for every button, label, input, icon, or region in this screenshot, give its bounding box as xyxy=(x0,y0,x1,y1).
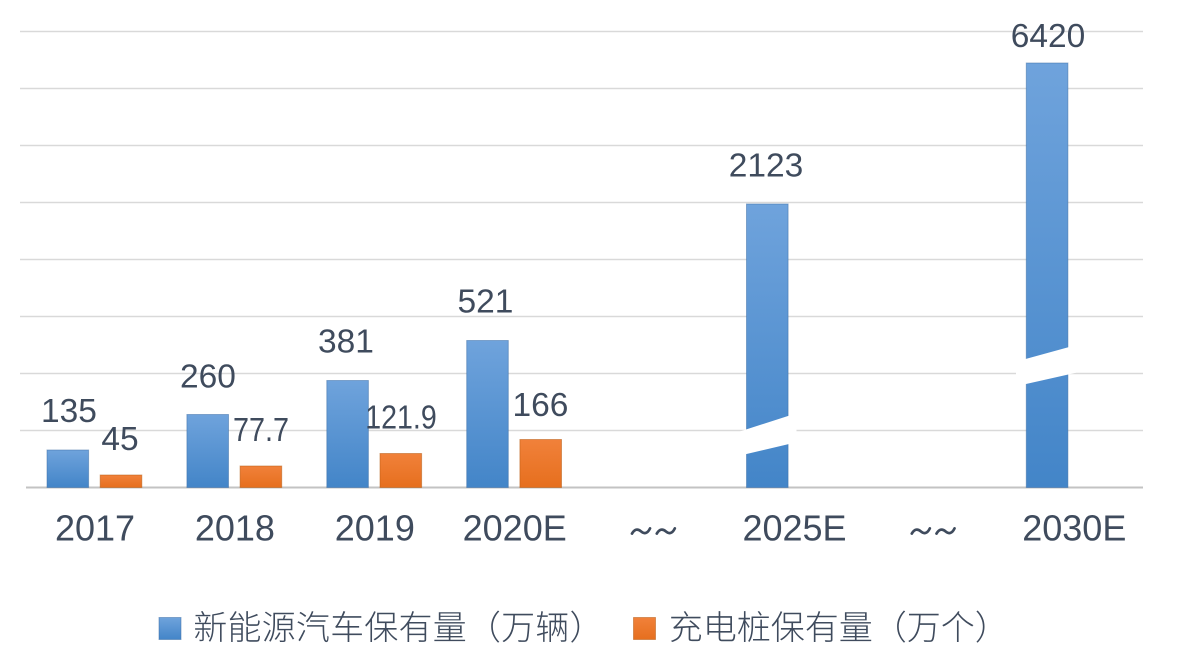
svg-text:2018: 2018 xyxy=(195,508,275,549)
svg-text:381: 381 xyxy=(318,323,374,360)
svg-text:260: 260 xyxy=(180,358,236,395)
svg-text:166: 166 xyxy=(513,387,569,424)
svg-text:2019: 2019 xyxy=(335,508,415,549)
svg-text:135: 135 xyxy=(41,393,97,430)
svg-text:2025E: 2025E xyxy=(742,508,846,549)
svg-text:77.7: 77.7 xyxy=(233,412,289,449)
svg-text:45: 45 xyxy=(101,421,138,458)
svg-text:2017: 2017 xyxy=(55,508,135,549)
svg-text:121.9: 121.9 xyxy=(365,399,437,436)
svg-text:6420: 6420 xyxy=(1011,18,1086,55)
svg-text:2123: 2123 xyxy=(729,148,804,185)
svg-text:521: 521 xyxy=(458,283,514,320)
svg-text:2020E: 2020E xyxy=(463,508,567,549)
svg-text:2030E: 2030E xyxy=(1022,508,1126,549)
